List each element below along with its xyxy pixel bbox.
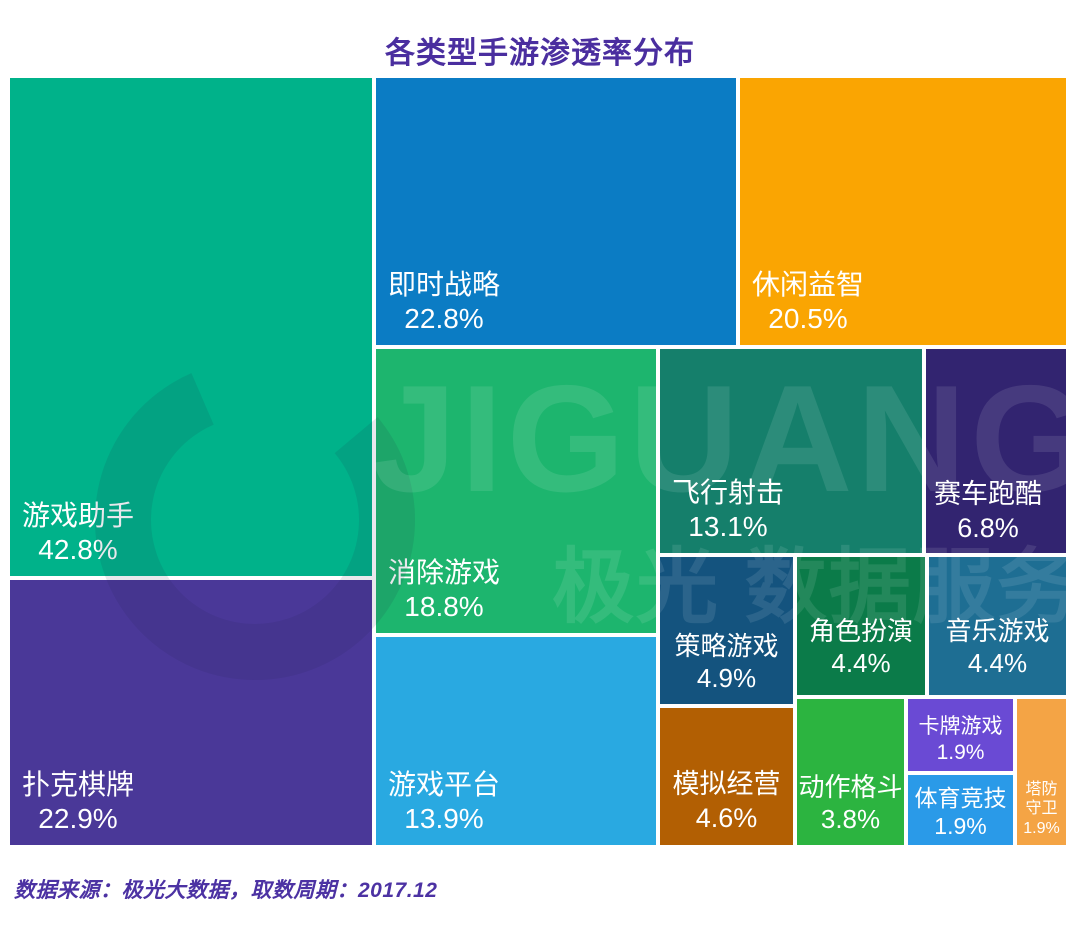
block-value: 18.8% <box>404 591 484 623</box>
block-value: 13.1% <box>688 511 768 543</box>
block-value: 4.4% <box>831 647 891 678</box>
block-value: 4.6% <box>695 802 758 833</box>
block-label: 游戏平台 <box>388 768 501 800</box>
block-label: 即时战略 <box>388 268 501 300</box>
block-label: 角色扮演 <box>808 615 913 646</box>
block-value: 22.8% <box>404 303 484 335</box>
block-label: 游戏助手 <box>22 499 135 531</box>
block-label: 策略游戏 <box>674 630 779 661</box>
block-label: 扑克棋牌 <box>22 768 135 800</box>
block-label: 体育竞技 <box>914 784 1007 811</box>
chart-title: 各类型手游渗透率分布 <box>385 37 695 70</box>
block-label: 消除游戏 <box>388 556 501 588</box>
block-value: 1.9% <box>1023 820 1060 838</box>
source-note: 数据来源：极光大数据，取数周期：2017.12 <box>14 879 438 902</box>
block-label: 动作格斗 <box>798 771 903 802</box>
block-label: 飞行射击 <box>672 476 785 508</box>
treemap-block-tower-defense: 塔防 守卫 1.9% <box>1017 699 1066 845</box>
treemap-block-sports: 体育竞技 1.9% <box>908 775 1013 845</box>
block-value: 1.9% <box>936 740 985 764</box>
treemap-block-music: 音乐游戏 4.4% <box>929 557 1066 695</box>
treemap-block-strategy: 策略游戏 4.9% <box>660 557 793 704</box>
treemap-block-action-fighting: 动作格斗 3.8% <box>797 699 904 845</box>
block-label: 休闲益智 <box>752 268 865 300</box>
block-value: 4.9% <box>696 662 757 693</box>
treemap-block-poker-chess: 扑克棋牌 22.9% <box>10 580 372 845</box>
treemap-block-game-platform: 游戏平台 13.9% <box>376 637 656 845</box>
treemap-block-game-assistant: 游戏助手 42.8% <box>10 78 372 576</box>
block-value: 22.9% <box>38 803 118 835</box>
treemap-block-flight-shooting: 飞行射击 13.1% <box>660 349 922 553</box>
treemap-block-role-playing: 角色扮演 4.4% <box>797 557 925 695</box>
treemap-block-rts: 即时战略 22.8% <box>376 78 736 345</box>
block-value: 3.8% <box>820 803 881 834</box>
block-value: 4.4% <box>967 647 1028 678</box>
block-value: 1.9% <box>934 813 987 840</box>
block-label: 音乐游戏 <box>945 615 1050 646</box>
block-value: 42.8% <box>38 534 118 566</box>
block-value: 13.9% <box>404 803 484 835</box>
treemap-block-racing-parkour: 赛车跑酷 6.8% <box>926 349 1066 553</box>
block-label: 卡牌游戏 <box>918 714 1003 738</box>
block-value: 6.8% <box>957 512 1019 543</box>
block-label: 模拟经营 <box>672 769 781 800</box>
treemap-block-casual-puzzle: 休闲益智 20.5% <box>740 78 1066 345</box>
treemap-block-simulation: 模拟经营 4.6% <box>660 708 793 845</box>
block-value: 20.5% <box>768 303 848 335</box>
block-label: 塔防 守卫 <box>1025 780 1058 818</box>
treemap-block-card: 卡牌游戏 1.9% <box>908 699 1013 771</box>
block-label: 赛车跑酷 <box>934 479 1042 510</box>
treemap-block-match-elimination: 消除游戏 18.8% <box>376 349 656 633</box>
